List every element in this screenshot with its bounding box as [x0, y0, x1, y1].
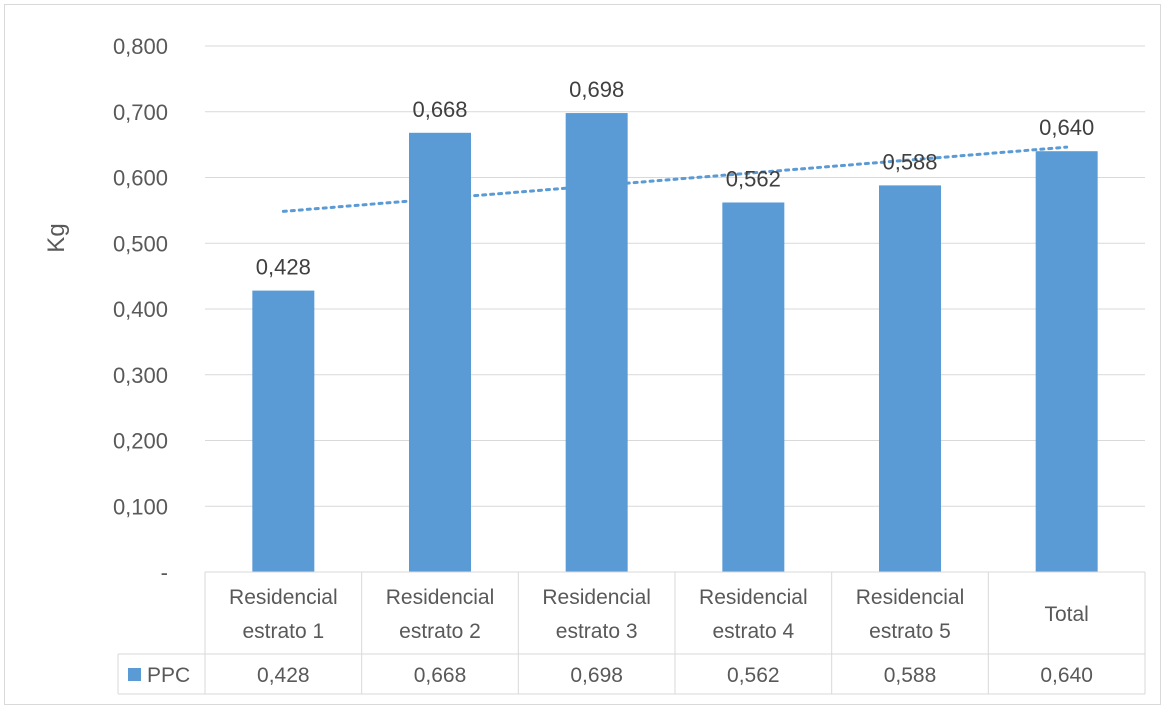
category-label: Residencial: [856, 586, 965, 609]
bar: [565, 113, 628, 572]
bar: [1035, 151, 1098, 572]
legend-label: PPC: [147, 664, 190, 687]
data-label: 0,562: [726, 166, 781, 191]
category-label: Residencial: [386, 586, 495, 609]
y-tick-label: 0,200: [113, 429, 168, 454]
y-tick-label: 0,600: [113, 166, 168, 191]
category-label: estrato 5: [869, 620, 951, 643]
category-label: Residencial: [542, 586, 651, 609]
category-label: Residencial: [229, 586, 338, 609]
trendline: [281, 145, 1069, 213]
bar: [252, 290, 315, 572]
category-label: estrato 1: [242, 620, 324, 643]
y-tick-label: 0,100: [113, 494, 168, 519]
bar: [879, 185, 941, 572]
bar: [409, 132, 471, 573]
table-value: 0,640: [1040, 664, 1093, 687]
table-value: 0,562: [727, 664, 780, 687]
category-label: Total: [1044, 603, 1088, 626]
table-value: 0,428: [257, 664, 310, 687]
y-tick-label: 0,300: [113, 363, 168, 388]
category-label: estrato 2: [399, 620, 481, 643]
y-tick-label: -: [161, 560, 168, 585]
category-label: estrato 3: [556, 620, 638, 643]
y-tick-label: 0,500: [113, 231, 168, 256]
y-tick-label: 0,700: [113, 100, 168, 125]
data-label: 0,428: [256, 255, 311, 280]
category-label: estrato 4: [712, 620, 794, 643]
table-value: 0,588: [884, 664, 937, 687]
data-label: 0,640: [1039, 115, 1094, 140]
y-axis-title: Kg: [43, 223, 70, 252]
table-value: 0,668: [414, 664, 467, 687]
data-label: 0,588: [882, 149, 937, 174]
y-tick-label: 0,800: [113, 34, 168, 59]
table-value: 0,698: [570, 664, 623, 687]
category-label: Residencial: [699, 586, 808, 609]
data-label: 0,668: [412, 97, 467, 122]
data-label: 0,698: [569, 77, 624, 102]
y-tick-label: 0,400: [113, 297, 168, 322]
bar: [722, 202, 785, 573]
legend-swatch: [128, 668, 141, 681]
